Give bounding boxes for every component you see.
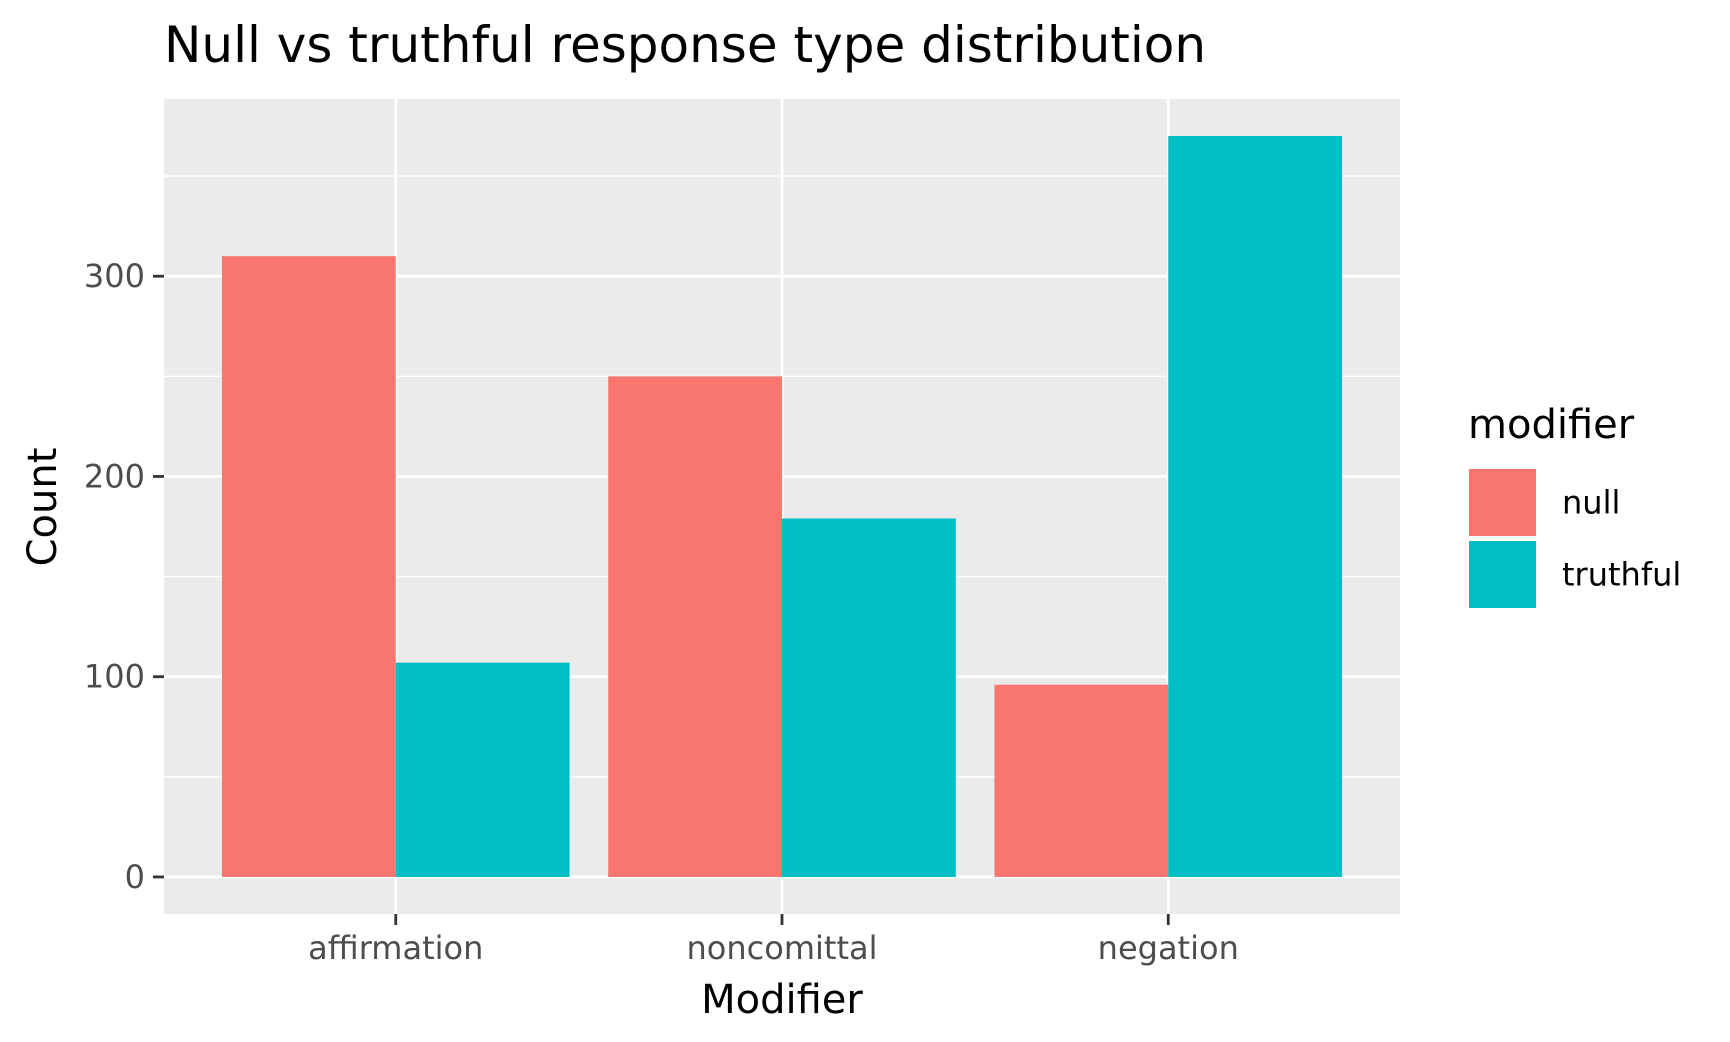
legend-key-truthful — [1467, 539, 1538, 610]
y-axis: 0 100 200 300 — [84, 257, 164, 896]
legend: modifier null truthful — [1467, 402, 1681, 610]
bar-null-negation — [994, 684, 1169, 877]
x-tick-label: negation — [1098, 929, 1239, 967]
bar-truthful-affirmation — [395, 662, 570, 877]
bar-truthful-noncomittal — [782, 518, 956, 877]
y-axis-title: Count — [20, 448, 66, 567]
y-tick-label: 300 — [84, 257, 145, 295]
y-tick-label: 200 — [84, 457, 145, 495]
x-axis: affirmation noncomittal negation — [308, 914, 1239, 967]
x-tick-label: noncomittal — [687, 929, 878, 967]
bar-null-affirmation — [221, 256, 396, 877]
x-tick-label: affirmation — [308, 929, 483, 967]
legend-label-null: null — [1562, 484, 1620, 522]
bars — [221, 136, 1343, 877]
bar-null-noncomittal — [608, 376, 782, 877]
legend-key-null — [1467, 467, 1538, 538]
chart-title: Null vs truthful response type distribut… — [164, 16, 1206, 74]
legend-label-truthful: truthful — [1562, 556, 1681, 594]
y-tick-label: 100 — [84, 658, 145, 696]
legend-title: modifier — [1468, 402, 1635, 448]
bar-truthful-negation — [1168, 136, 1343, 877]
y-tick-label: 0 — [125, 858, 145, 896]
x-axis-title: Modifier — [701, 977, 863, 1023]
